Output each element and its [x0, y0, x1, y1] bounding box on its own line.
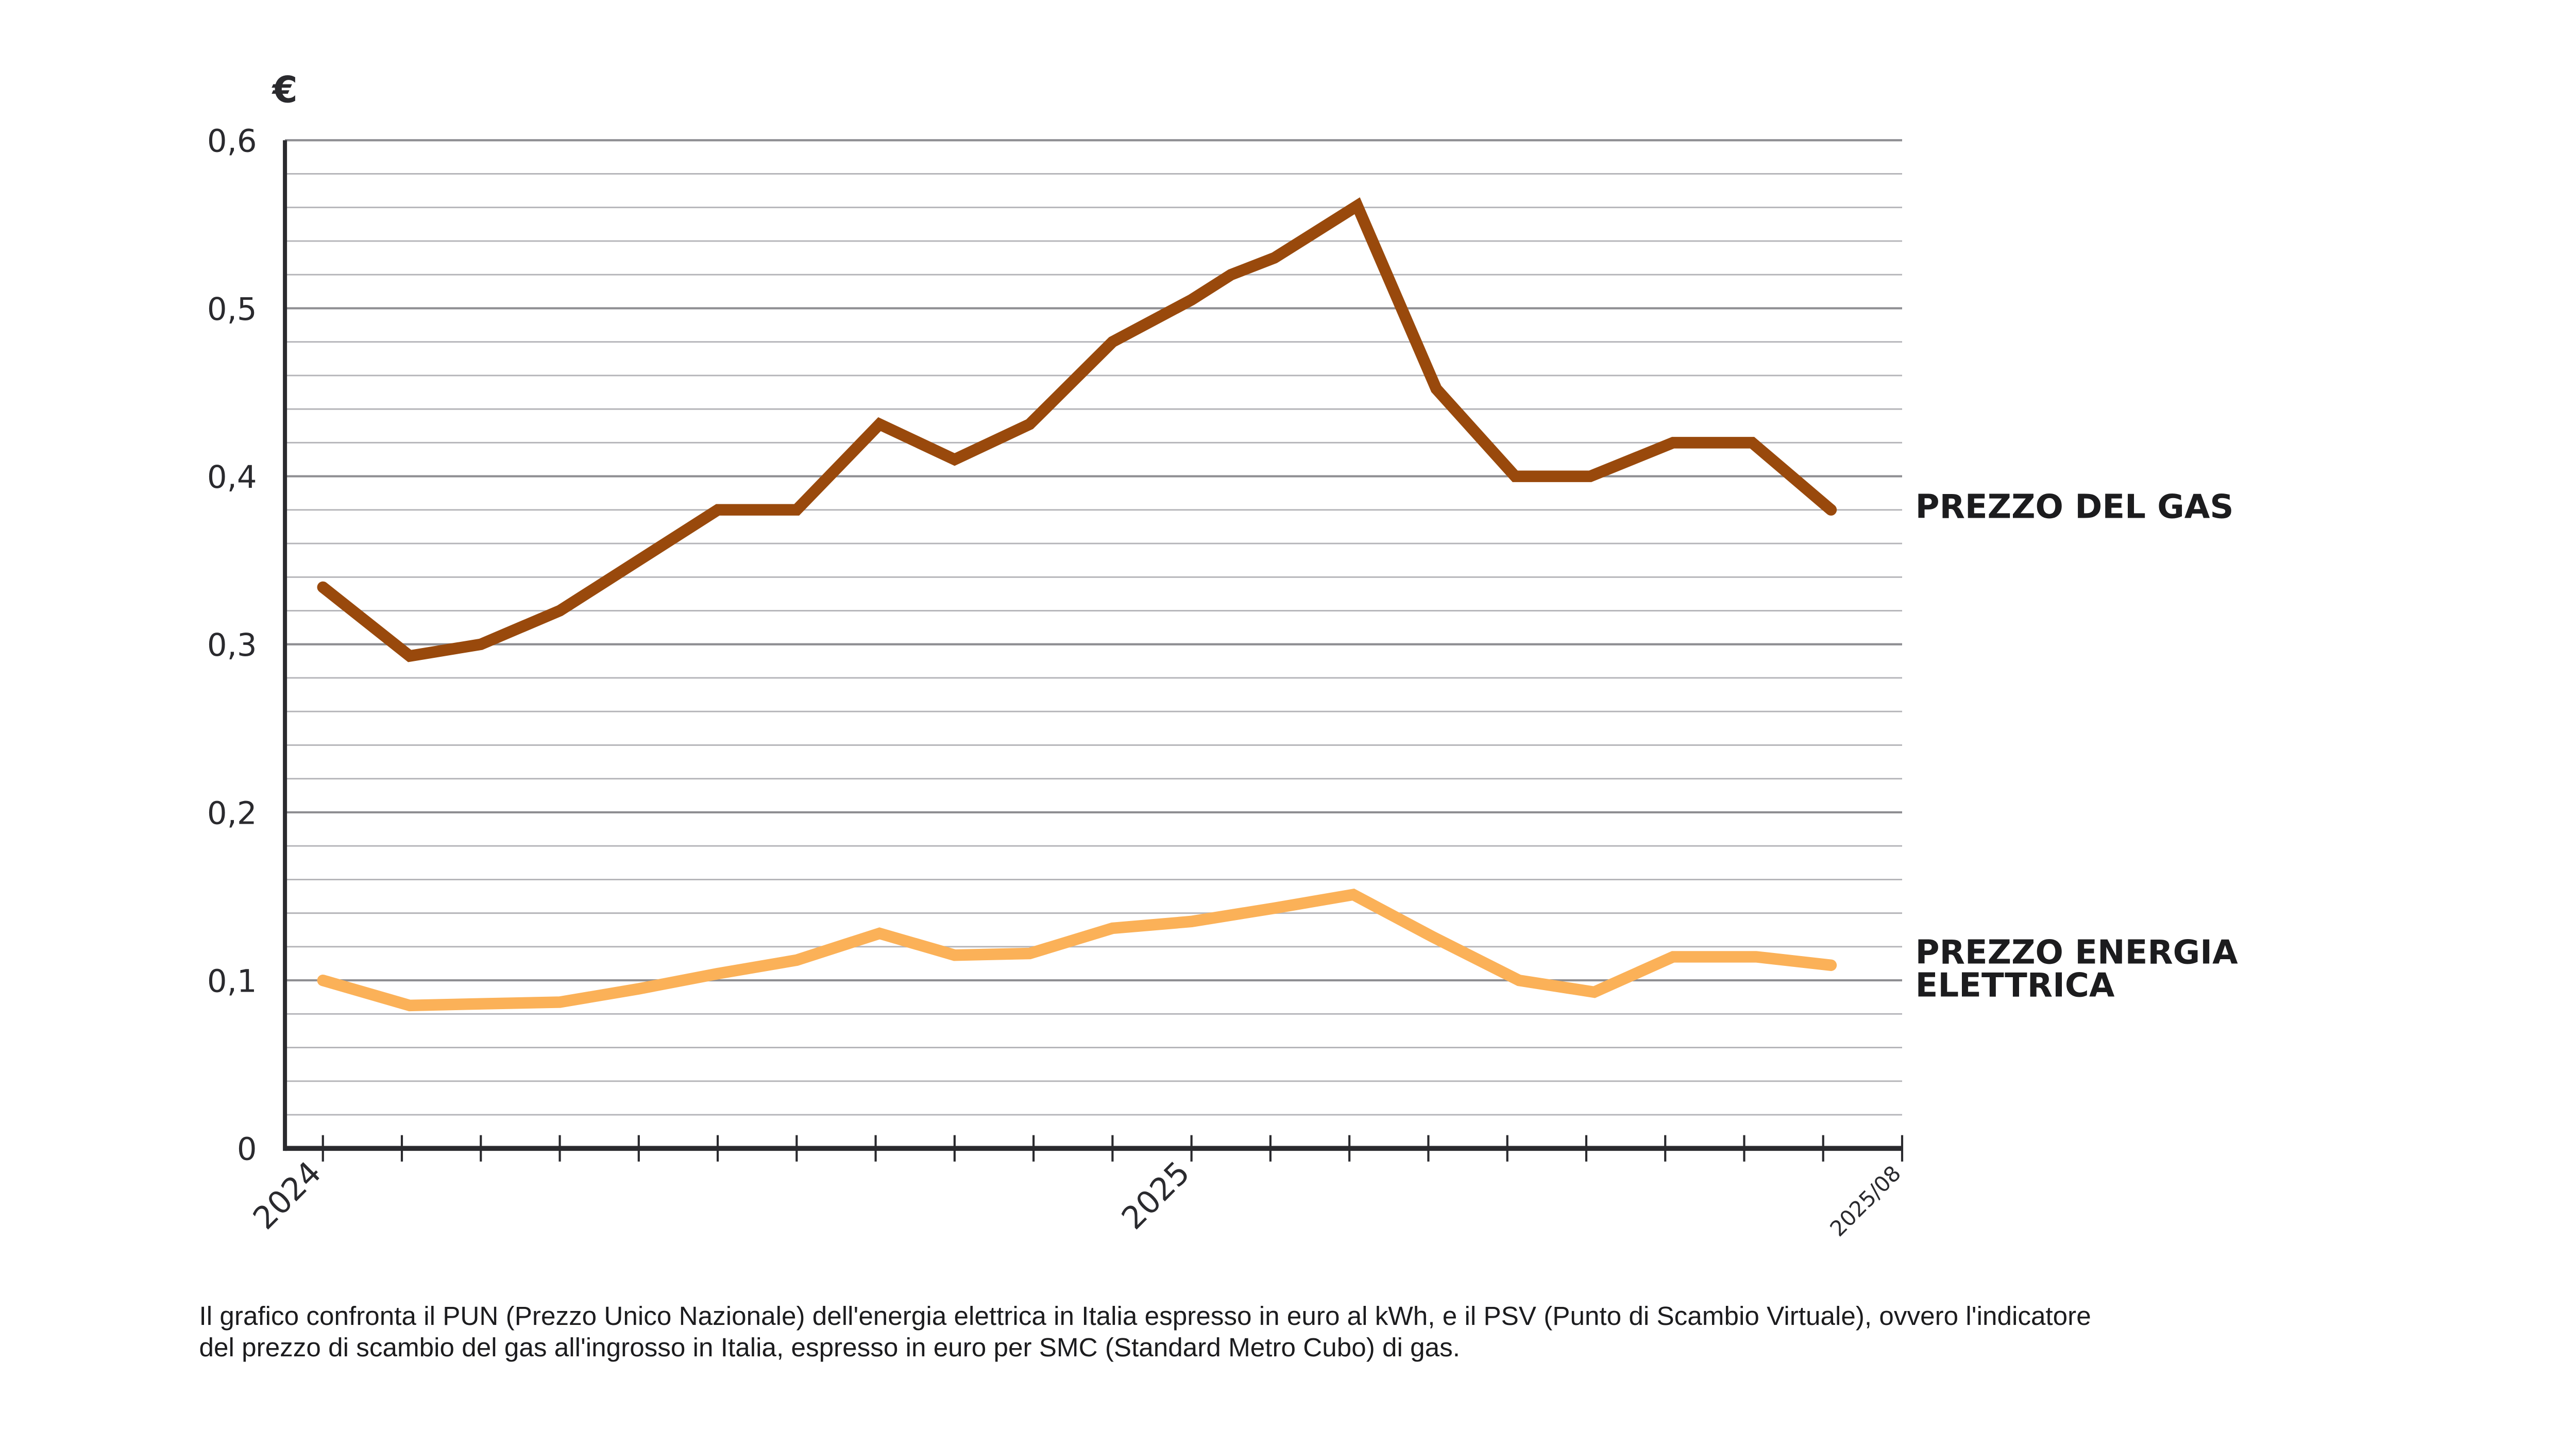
y-tick-label: 0,3 — [207, 627, 257, 663]
caption-line-2: del prezzo di scambio del gas all'ingros… — [199, 1333, 1460, 1362]
x-axis: 2024 2025 2025/08 — [246, 1135, 1906, 1241]
electricity-data-point — [796, 960, 797, 961]
gas-price-line — [317, 197, 1837, 662]
y-tick-label: 0,6 — [207, 124, 257, 160]
y-axis-unit-label: € — [272, 69, 298, 111]
legend-gas-label: PREZZO DEL GAS — [1916, 488, 2234, 526]
x-tick-label: 2025 — [1115, 1155, 1197, 1237]
y-tick-label: 0 — [237, 1132, 257, 1168]
electricity-data-point — [1353, 894, 1354, 895]
x-tick-label: 2024 — [246, 1155, 328, 1237]
gridlines — [285, 139, 1903, 1116]
legend-elec-label-line1: PREZZO ENERGIA — [1916, 934, 2238, 972]
electricity-data-point — [1112, 928, 1113, 929]
caption-line-1: Il grafico confronta il PUN (Prezzo Unic… — [199, 1301, 2091, 1331]
x-tick-label: 2025/08 — [1825, 1161, 1906, 1241]
series-lines — [317, 197, 1837, 1012]
electricity-data-point — [1594, 992, 1595, 993]
electricity-data-point — [1274, 908, 1275, 909]
y-tick-label: 0,4 — [207, 459, 257, 496]
y-tick-label: 0,2 — [207, 795, 257, 831]
legend-elec-label-line2: ELETTRICA — [1916, 967, 2115, 1005]
y-tick-label: 0,1 — [207, 964, 257, 1000]
electricity-price-line — [317, 888, 1837, 1012]
y-tick-label: 0,5 — [207, 292, 257, 328]
y-axis: 0 0,1 0,2 0,3 0,4 0,5 0,6 — [207, 124, 287, 1168]
